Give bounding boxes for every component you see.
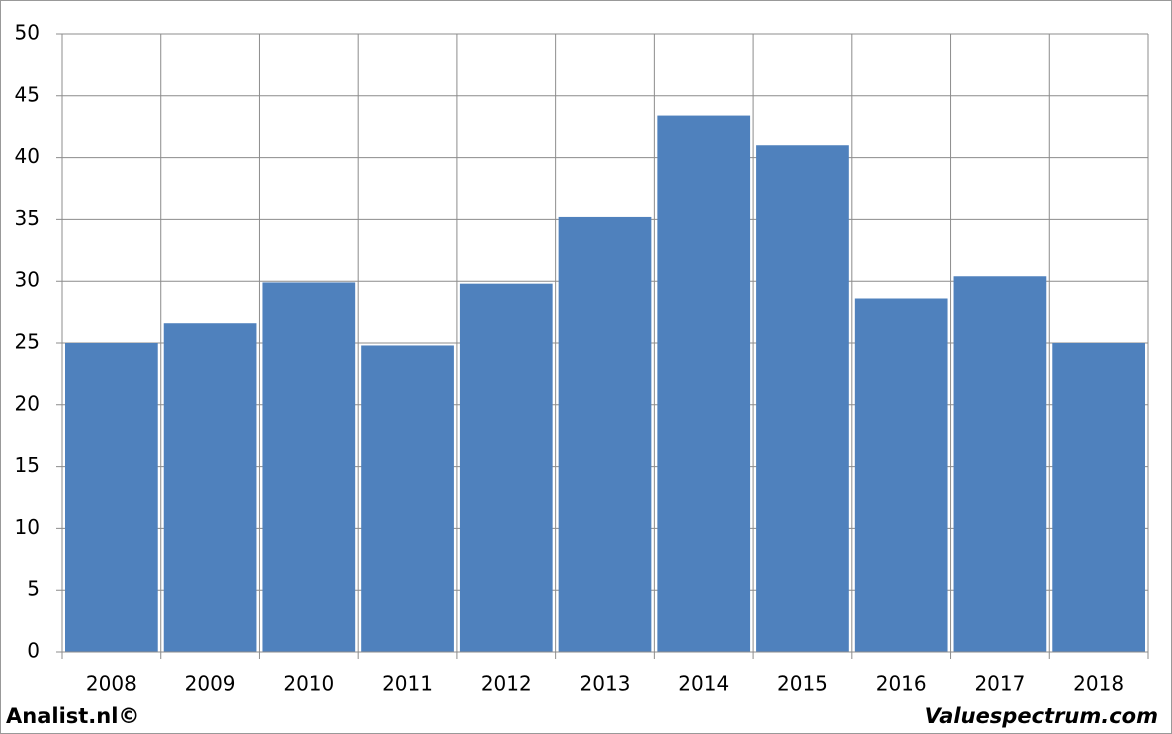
y-tick-label: 50 [15,21,40,45]
x-tick-label: 2014 [678,672,729,696]
footer-right: Valuespectrum.com [925,704,1158,728]
y-tick-label: 20 [15,391,40,415]
y-tick-label: 15 [15,453,40,477]
y-tick-label: 5 [27,577,40,601]
y-tick-label: 40 [15,144,40,168]
x-tick-label: 2008 [86,672,137,696]
x-tick-label: 2017 [974,672,1025,696]
y-tick-label: 35 [15,206,40,230]
y-tick-label: 0 [27,639,40,663]
x-tick-label: 2009 [185,672,236,696]
x-tick-label: 2013 [580,672,631,696]
bar [65,343,158,652]
x-tick-label: 2010 [283,672,334,696]
bar [558,216,652,653]
bar [854,298,948,652]
bar [361,345,454,652]
y-tick-label: 45 [15,82,40,106]
footer-left: Analist.nl© [6,704,139,728]
x-tick-label: 2012 [481,672,532,696]
x-tick-label: 2016 [876,672,927,696]
bar [459,283,553,652]
y-tick-label: 10 [15,515,40,539]
bar [1052,343,1145,652]
y-tick-label: 25 [15,330,40,354]
bar [657,115,751,653]
bar [756,145,849,653]
bar [953,276,1047,652]
x-tick-label: 2018 [1073,672,1124,696]
x-tick-label: 2011 [382,672,433,696]
x-tick-label: 2015 [777,672,828,696]
bar [163,323,257,652]
bar [262,282,356,652]
y-tick-label: 30 [15,268,40,292]
